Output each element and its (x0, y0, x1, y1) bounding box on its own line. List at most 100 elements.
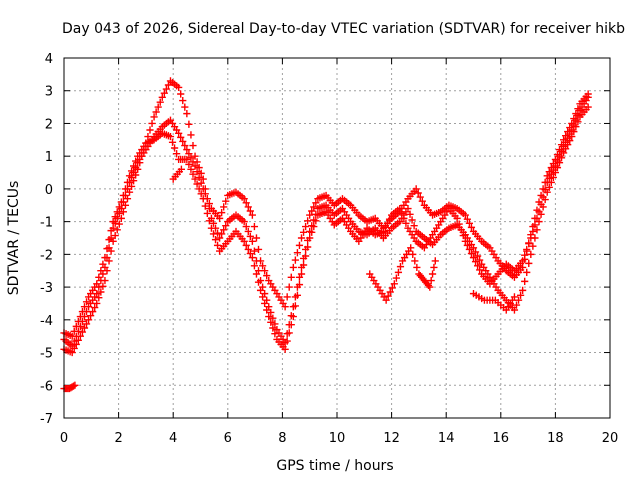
data-point (519, 263, 527, 272)
data-point (197, 190, 205, 198)
data-point (121, 185, 130, 193)
data-point (173, 150, 181, 158)
data-point (394, 268, 403, 276)
data-point (461, 237, 469, 245)
data-point (529, 242, 537, 250)
y-tick-label: 3 (45, 85, 53, 100)
data-point (218, 209, 226, 217)
data-point (256, 286, 265, 294)
data-point (407, 244, 415, 252)
data-point (402, 219, 410, 227)
x-tick-label: 16 (493, 431, 510, 446)
data-point (529, 227, 537, 236)
data-point (521, 277, 529, 285)
data-point (168, 138, 177, 146)
data-point (302, 252, 310, 260)
data-point (121, 201, 130, 209)
y-tick-label: -1 (40, 216, 53, 231)
data-point (193, 180, 201, 188)
data-point (453, 214, 461, 222)
data-point (181, 103, 189, 111)
data-point (185, 160, 193, 168)
data-point (572, 116, 580, 124)
data-point (72, 340, 80, 348)
data-point (111, 231, 119, 240)
data-point (306, 234, 314, 242)
data-point (195, 185, 203, 193)
data-point (109, 218, 117, 226)
data-point (213, 229, 222, 237)
data-point (136, 159, 144, 167)
data-point (254, 278, 263, 286)
data-point (211, 236, 220, 244)
data-point (93, 280, 101, 288)
data-point (181, 141, 189, 150)
data-point (242, 241, 250, 249)
data-point (285, 329, 293, 337)
y-tick-label: -6 (40, 379, 53, 394)
data-point (312, 217, 320, 225)
data-point (459, 231, 467, 240)
data-point (115, 203, 123, 211)
data-point (84, 316, 93, 324)
data-point (216, 214, 224, 222)
data-point (291, 256, 299, 264)
data-point (271, 320, 279, 328)
y-tick-label: -7 (40, 412, 53, 427)
x-tick-label: 12 (383, 431, 400, 446)
series-track-c (60, 93, 592, 353)
data-point (191, 162, 199, 170)
data-point (93, 290, 101, 298)
data-point (242, 222, 250, 231)
data-point (166, 132, 175, 141)
y-axis-label: SDTVAR / TECUs (6, 181, 22, 296)
data-point (516, 291, 525, 299)
data-marks (60, 77, 592, 393)
data-point (287, 321, 295, 329)
data-point (113, 208, 121, 216)
data-point (244, 245, 252, 254)
data-point (74, 336, 82, 344)
data-point (82, 298, 91, 306)
data-point (471, 248, 480, 256)
data-point (283, 293, 291, 301)
data-point (396, 263, 405, 271)
data-point (183, 155, 191, 164)
data-point (97, 267, 105, 275)
data-point (512, 301, 521, 309)
data-point (252, 234, 261, 242)
data-point (117, 214, 125, 222)
data-point (87, 312, 95, 320)
data-point (175, 129, 183, 137)
data-point (70, 327, 78, 335)
data-point (537, 200, 545, 209)
data-point (396, 204, 404, 213)
grid-lines (64, 58, 610, 418)
data-point (240, 218, 248, 226)
data-point (263, 306, 271, 314)
data-point (201, 202, 209, 210)
data-point (78, 328, 87, 336)
y-tick-label: 4 (45, 52, 53, 67)
data-point (384, 292, 392, 300)
data-point (250, 222, 259, 231)
data-point (473, 252, 482, 260)
data-point (514, 296, 523, 304)
data-point (246, 207, 254, 215)
x-tick-label: 6 (224, 431, 232, 446)
data-point (523, 245, 531, 254)
data-point (216, 234, 224, 242)
data-point (80, 324, 89, 332)
data-point (205, 204, 213, 213)
data-point (310, 203, 318, 211)
data-point (306, 211, 314, 219)
data-point (265, 312, 273, 321)
data-point (310, 222, 318, 231)
data-point (191, 175, 199, 183)
data-point (95, 273, 103, 281)
data-point (248, 211, 256, 219)
data-point (195, 164, 203, 172)
data-point (295, 241, 304, 249)
